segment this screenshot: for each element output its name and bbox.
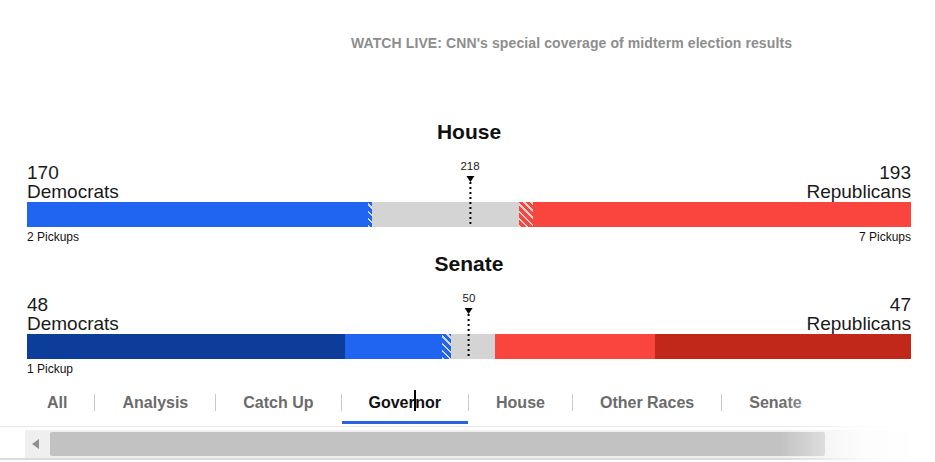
house-rep-pickups: 7 Pickups (859, 230, 911, 244)
segment-undecided (372, 202, 518, 227)
house-republicans-value: 193 (806, 163, 911, 182)
cnn-election-results-page: WATCH LIVE: CNN's special coverage of mi… (0, 0, 935, 462)
bottom-divider (0, 458, 935, 460)
tab-analysis[interactable]: Analysis (95, 386, 215, 424)
segment-dem-leading (442, 334, 451, 359)
majority-marker-value: 218 (460, 160, 479, 173)
horizontal-scrollbar-thumb[interactable] (50, 432, 825, 456)
senate-republicans-label: 47 Republicans (806, 295, 911, 333)
race-category-tabstrip: All Analysis Catch Up Governor House Oth… (0, 389, 935, 427)
tab-other-races[interactable]: Other Races (573, 386, 721, 424)
senate-dem-pickups: 1 Pickup (27, 362, 73, 376)
tab-catch-up[interactable]: Catch Up (216, 386, 340, 424)
majority-dotted-line (468, 314, 470, 359)
house-democrats-label: 170 Democrats (27, 163, 119, 201)
majority-dotted-line (469, 182, 471, 227)
segment-rep-solid (533, 202, 911, 227)
senate-chart-title: Senate (27, 252, 911, 276)
text-caret (414, 390, 416, 411)
senate-democrats-label: 48 Democrats (27, 295, 119, 333)
tab-governor-label-start: Gover (369, 394, 415, 412)
tab-house[interactable]: House (469, 386, 572, 424)
segment-dem-won (345, 334, 442, 359)
senate-republicans-value: 47 (806, 295, 911, 314)
active-tab-underline (342, 421, 469, 424)
majority-marker: 218 (460, 160, 479, 227)
segment-rep-holdover (655, 334, 911, 359)
segment-rep-leading (519, 202, 533, 227)
watch-live-banner[interactable]: WATCH LIVE: CNN's special coverage of mi… (351, 35, 792, 51)
tab-senate[interactable]: Senate (722, 386, 828, 424)
segment-dem-holdover (27, 334, 345, 359)
tab-governor-label-end: nor (415, 394, 441, 412)
house-balance-of-power-chart: House 170 Democrats 193 Republicans 218 … (27, 120, 911, 245)
segment-rep-won (495, 334, 654, 359)
senate-democrats-value: 48 (27, 295, 119, 314)
house-dem-pickups: 2 Pickups (27, 230, 79, 244)
majority-marker-value: 50 (463, 292, 476, 305)
senate-democrats-party: Democrats (27, 314, 119, 333)
house-republicans-party: Republicans (806, 182, 911, 201)
scrollbar-left-arrow-icon[interactable] (32, 439, 39, 449)
house-chart-title: House (27, 120, 911, 144)
senate-balance-of-power-chart: Senate 48 Democrats 47 Republicans 50 1 … (27, 252, 911, 377)
tab-governor[interactable]: Governor (342, 386, 469, 424)
segment-dem-solid (27, 202, 368, 227)
tab-all[interactable]: All (20, 386, 94, 424)
senate-republicans-party: Republicans (806, 314, 911, 333)
house-republicans-label: 193 Republicans (806, 163, 911, 201)
majority-marker: 50 (463, 292, 476, 359)
house-democrats-party: Democrats (27, 182, 119, 201)
house-democrats-value: 170 (27, 163, 119, 182)
